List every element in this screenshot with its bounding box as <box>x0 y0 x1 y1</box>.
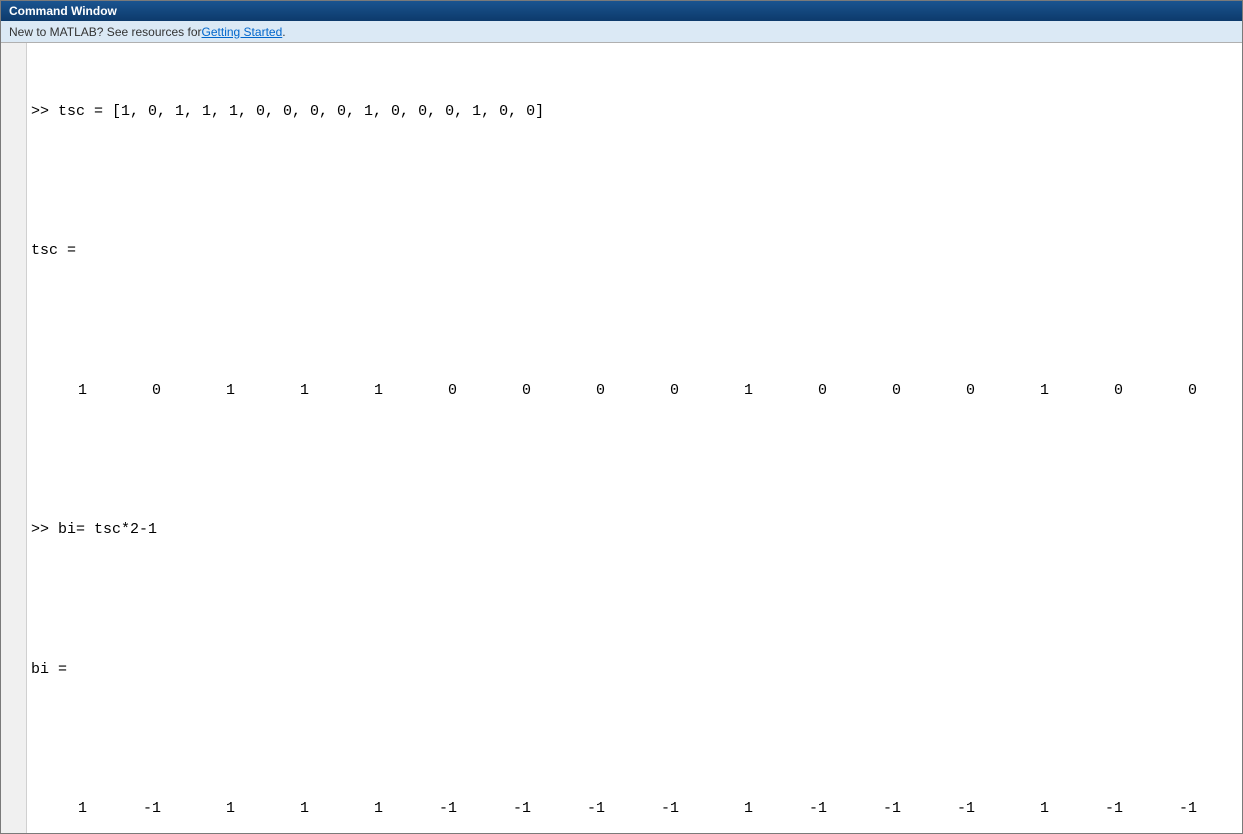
vector-value: 1 <box>679 797 753 820</box>
vector-value: 1 <box>309 379 383 402</box>
bi-row: 1-1111-1-1-1-11-1-1-11-1-1 <box>31 797 1238 820</box>
vector-value: -1 <box>87 797 161 820</box>
vector-value: -1 <box>827 797 901 820</box>
vector-value: 1 <box>679 379 753 402</box>
vector-value: 0 <box>87 379 161 402</box>
info-bar: New to MATLAB? See resources for Getting… <box>1 21 1242 43</box>
vector-value: 0 <box>1123 379 1197 402</box>
vector-value: -1 <box>605 797 679 820</box>
vector-value: -1 <box>383 797 457 820</box>
vector-value: 0 <box>901 379 975 402</box>
vector-value: -1 <box>901 797 975 820</box>
command-line: >> bi= tsc*2-1 <box>31 518 1238 541</box>
var-label: bi = <box>31 658 1238 681</box>
getting-started-link[interactable]: Getting Started <box>202 25 283 39</box>
blank-line <box>31 727 1238 750</box>
vector-value: 0 <box>605 379 679 402</box>
vector-value: 0 <box>827 379 901 402</box>
command-line: >> tsc = [1, 0, 1, 1, 1, 0, 0, 0, 0, 1, … <box>31 100 1238 123</box>
blank-line <box>31 588 1238 611</box>
window-title: Command Window <box>9 4 117 18</box>
vector-value: 0 <box>383 379 457 402</box>
var-label: tsc = <box>31 239 1238 262</box>
info-prefix: New to MATLAB? See resources for <box>9 25 202 39</box>
vector-value: 1 <box>235 379 309 402</box>
vector-value: 1 <box>235 797 309 820</box>
blank-line <box>31 448 1238 471</box>
vector-value: 1 <box>31 797 87 820</box>
vector-value: 1 <box>161 379 235 402</box>
vector-value: -1 <box>1123 797 1197 820</box>
vector-value: -1 <box>1049 797 1123 820</box>
command-output[interactable]: >> tsc = [1, 0, 1, 1, 1, 0, 0, 0, 0, 1, … <box>27 43 1242 833</box>
gutter <box>1 43 27 833</box>
vector-value: 1 <box>975 797 1049 820</box>
title-bar: Command Window <box>1 1 1242 21</box>
vector-value: 1 <box>975 379 1049 402</box>
vector-value: -1 <box>753 797 827 820</box>
vector-value: -1 <box>531 797 605 820</box>
blank-line <box>31 169 1238 192</box>
vector-value: 0 <box>753 379 827 402</box>
vector-value: 0 <box>531 379 605 402</box>
vector-value: 0 <box>1049 379 1123 402</box>
blank-line <box>31 309 1238 332</box>
vector-value: 1 <box>31 379 87 402</box>
content-area: >> tsc = [1, 0, 1, 1, 1, 0, 0, 0, 0, 1, … <box>1 43 1242 833</box>
vector-value: 1 <box>309 797 383 820</box>
tsc-row: 1011100001000100 <box>31 379 1238 402</box>
info-suffix: . <box>282 25 285 39</box>
vector-value: -1 <box>457 797 531 820</box>
vector-value: 0 <box>457 379 531 402</box>
vector-value: 1 <box>161 797 235 820</box>
